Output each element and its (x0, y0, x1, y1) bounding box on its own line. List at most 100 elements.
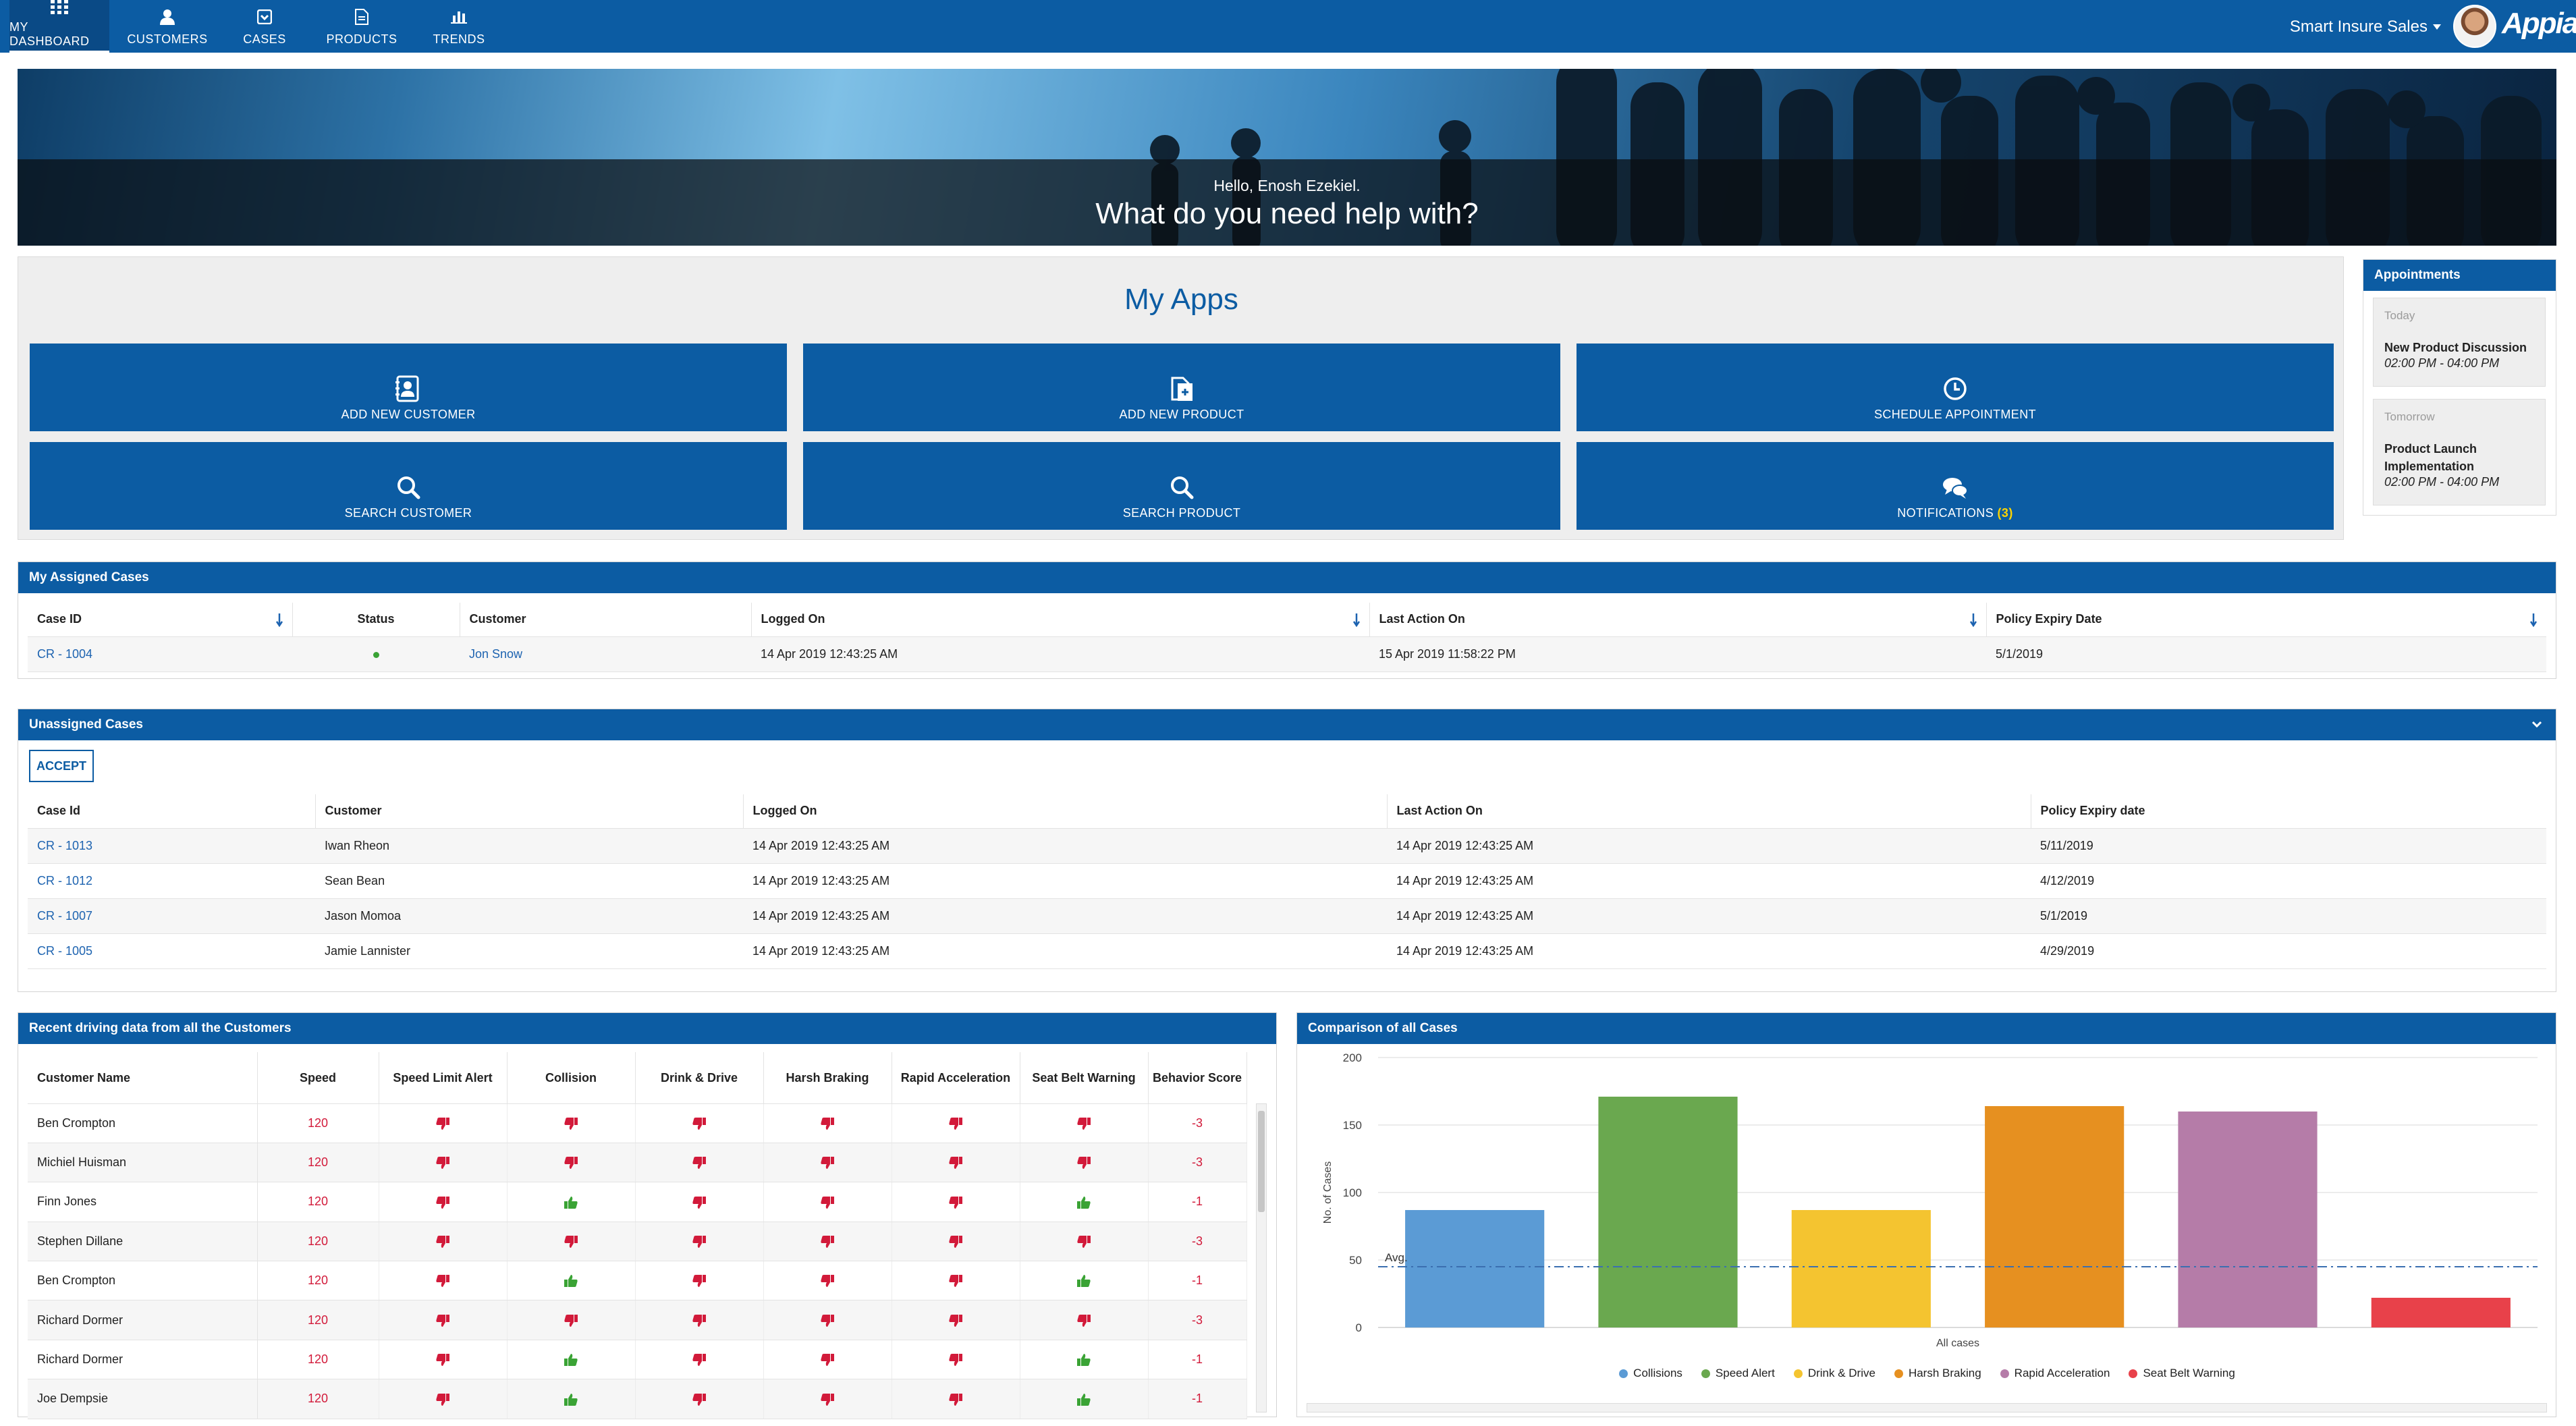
column-header-case-id[interactable]: Case ID (28, 603, 293, 637)
case-id-link[interactable]: CR - 1007 (28, 898, 315, 934)
case-id-link[interactable]: CR - 1004 (28, 636, 292, 672)
search-product-button[interactable]: SEARCH PRODUCT (803, 442, 1560, 530)
horizontal-scrollbar[interactable] (1307, 1403, 2547, 1413)
thumbs-down-icon (948, 1314, 963, 1327)
alert-cell (507, 1103, 636, 1143)
column-header-case-id[interactable]: Case Id (28, 794, 316, 829)
column-header-customer[interactable]: Customer (460, 603, 752, 637)
case-id-text[interactable]: CR - 1004 (37, 647, 93, 661)
legend-label: Speed Alert (1715, 1367, 1775, 1379)
speed-cell: 120 (257, 1340, 379, 1380)
column-label: Logged On (752, 804, 817, 818)
unassigned-cases-header[interactable]: Unassigned Cases (18, 709, 2556, 740)
column-header-collision[interactable]: Collision (507, 1052, 636, 1104)
table-row[interactable]: Michiel Huisman 120 -3 (28, 1143, 1247, 1183)
table-row[interactable]: Joe Dempsie 120 -1 (28, 1379, 1247, 1419)
thumbs-up-icon (1076, 1393, 1091, 1406)
schedule-appointment-button[interactable]: SCHEDULE APPOINTMENT (1577, 344, 2334, 431)
scrollbar-thumb[interactable] (1258, 1111, 1265, 1212)
customer-link[interactable]: Jon Snow (460, 636, 751, 672)
legend-item[interactable]: Speed Alert (1701, 1367, 1775, 1380)
legend-swatch (2000, 1369, 2009, 1378)
notifications-button[interactable]: NOTIFICATIONS (3) (1577, 442, 2334, 530)
sort-arrow-icon[interactable] (275, 613, 283, 627)
appointment-card[interactable]: Today New Product Discussion 02:00 PM - … (2373, 298, 2546, 387)
table-row[interactable]: CR - 1012 Sean Bean 14 Apr 2019 12:43:25… (28, 863, 2546, 899)
column-header-status[interactable]: Status (292, 603, 460, 637)
case-id-text[interactable]: CR - 1013 (37, 838, 93, 852)
expiry-cell: 4/12/2019 (2031, 863, 2546, 899)
table-row[interactable]: Ben Crompton 120 -3 (28, 1103, 1247, 1143)
site-switcher[interactable]: Smart Insure Sales (2290, 18, 2441, 36)
customer-name-text[interactable]: Jon Snow (469, 647, 523, 661)
sort-arrow-icon[interactable] (1352, 613, 1360, 627)
case-id-link[interactable]: CR - 1005 (28, 933, 315, 969)
tab-customers[interactable]: CUSTOMERS (117, 0, 217, 53)
thumbs-down-icon (948, 1235, 963, 1249)
user-avatar[interactable] (2453, 5, 2496, 48)
tab-my-dashboard[interactable]: MY DASHBOARD (9, 0, 109, 53)
column-header-last-action-on[interactable]: Last Action On (1369, 603, 1987, 637)
thumbs-down-icon (820, 1314, 835, 1327)
legend-item[interactable]: Harsh Braking (1894, 1367, 1981, 1380)
thumbs-down-icon (564, 1314, 578, 1327)
sort-arrow-icon[interactable] (2530, 613, 2537, 627)
column-header-speed[interactable]: Speed (257, 1052, 379, 1104)
table-row[interactable]: Ben Crompton 120 -1 (28, 1261, 1247, 1301)
case-id-text[interactable]: CR - 1007 (37, 908, 93, 923)
sort-arrow-icon[interactable] (1969, 613, 1977, 627)
column-header-customer[interactable]: Customer (315, 794, 744, 829)
column-header-drink-drive[interactable]: Drink & Drive (635, 1052, 764, 1104)
table-row[interactable]: Richard Dormer 120 -1 (28, 1340, 1247, 1380)
customer-name-cell: Finn Jones (28, 1182, 258, 1222)
thumbs-down-icon (1076, 1156, 1091, 1170)
tab-products[interactable]: PRODUCTS (312, 0, 412, 53)
legend-item[interactable]: Seat Belt Warning (2129, 1367, 2235, 1380)
case-id-text[interactable]: CR - 1005 (37, 943, 93, 958)
column-header-logged-on[interactable]: Logged On (743, 794, 1388, 829)
column-header-logged-on[interactable]: Logged On (751, 603, 1370, 637)
search-customer-button[interactable]: SEARCH CUSTOMER (30, 442, 787, 530)
column-header-harsh-braking[interactable]: Harsh Braking (763, 1052, 892, 1104)
column-header-last-action-on[interactable]: Last Action On (1387, 794, 2031, 829)
my-apps-title: My Apps (1124, 283, 1238, 316)
add-new-customer-button[interactable]: ADD NEW CUSTOMER (30, 344, 787, 431)
column-header-policy-expiry-date[interactable]: Policy Expiry Date (1986, 603, 2546, 637)
add-new-product-button[interactable]: ADD NEW PRODUCT (803, 344, 1560, 431)
accept-button[interactable]: ACCEPT (29, 750, 94, 782)
column-header-behavior-score[interactable]: Behavior Score (1148, 1052, 1247, 1104)
appointment-card[interactable]: Tomorrow Product Launch Implementation 0… (2373, 399, 2546, 505)
column-header-speed-limit-alert[interactable]: Speed Limit Alert (379, 1052, 508, 1104)
column-header-seat-belt-warning[interactable]: Seat Belt Warning (1020, 1052, 1149, 1104)
vertical-scrollbar[interactable] (1256, 1103, 1267, 1413)
notifications-label-group: NOTIFICATIONS (3) (1897, 506, 2012, 520)
table-row[interactable]: Stephen Dillane 120 -3 (28, 1222, 1247, 1262)
table-row[interactable]: Richard Dormer 120 -3 (28, 1300, 1247, 1340)
legend-item[interactable]: Drink & Drive (1793, 1367, 1875, 1380)
table-row[interactable]: CR - 1007 Jason Momoa 14 Apr 2019 12:43:… (28, 898, 2546, 934)
legend-item[interactable]: Rapid Acceleration (2000, 1367, 2110, 1380)
customer-name-cell: Richard Dormer (28, 1300, 258, 1340)
column-header-rapid-acceleration[interactable]: Rapid Acceleration (892, 1052, 1020, 1104)
column-header-customer-name[interactable]: Customer Name (28, 1052, 258, 1104)
chevron-down-icon[interactable] (2530, 717, 2544, 731)
table-row[interactable]: CR - 1004 Jon Snow 14 Apr 2019 12:43:25 … (28, 636, 2546, 672)
case-id-text[interactable]: CR - 1012 (37, 873, 93, 887)
tab-cases[interactable]: CASES (215, 0, 314, 53)
table-row[interactable]: CR - 1013 Iwan Rheon 14 Apr 2019 12:43:2… (28, 828, 2546, 864)
table-row[interactable]: Finn Jones 120 -1 (28, 1182, 1247, 1222)
tab-trends[interactable]: TRENDS (409, 0, 509, 53)
comparison-chart-title: Comparison of all Cases (1297, 1013, 2556, 1044)
alert-cell (379, 1182, 508, 1222)
table-row[interactable]: CR - 1005 Jamie Lannister 14 Apr 2019 12… (28, 933, 2546, 969)
logged-on-cell: 14 Apr 2019 12:43:25 AM (751, 636, 1369, 672)
legend-item[interactable]: Collisions (1619, 1367, 1682, 1380)
alert-cell (1020, 1379, 1149, 1419)
column-header-policy-expiry-date[interactable]: Policy Expiry date (2031, 794, 2546, 829)
case-id-link[interactable]: CR - 1012 (28, 863, 315, 899)
tab-label: MY DASHBOARD (9, 20, 109, 53)
logged-on-cell: 14 Apr 2019 12:43:25 AM (743, 898, 1387, 934)
case-id-link[interactable]: CR - 1013 (28, 828, 315, 864)
alert-cell (635, 1261, 764, 1301)
thumbs-down-icon (435, 1393, 450, 1406)
